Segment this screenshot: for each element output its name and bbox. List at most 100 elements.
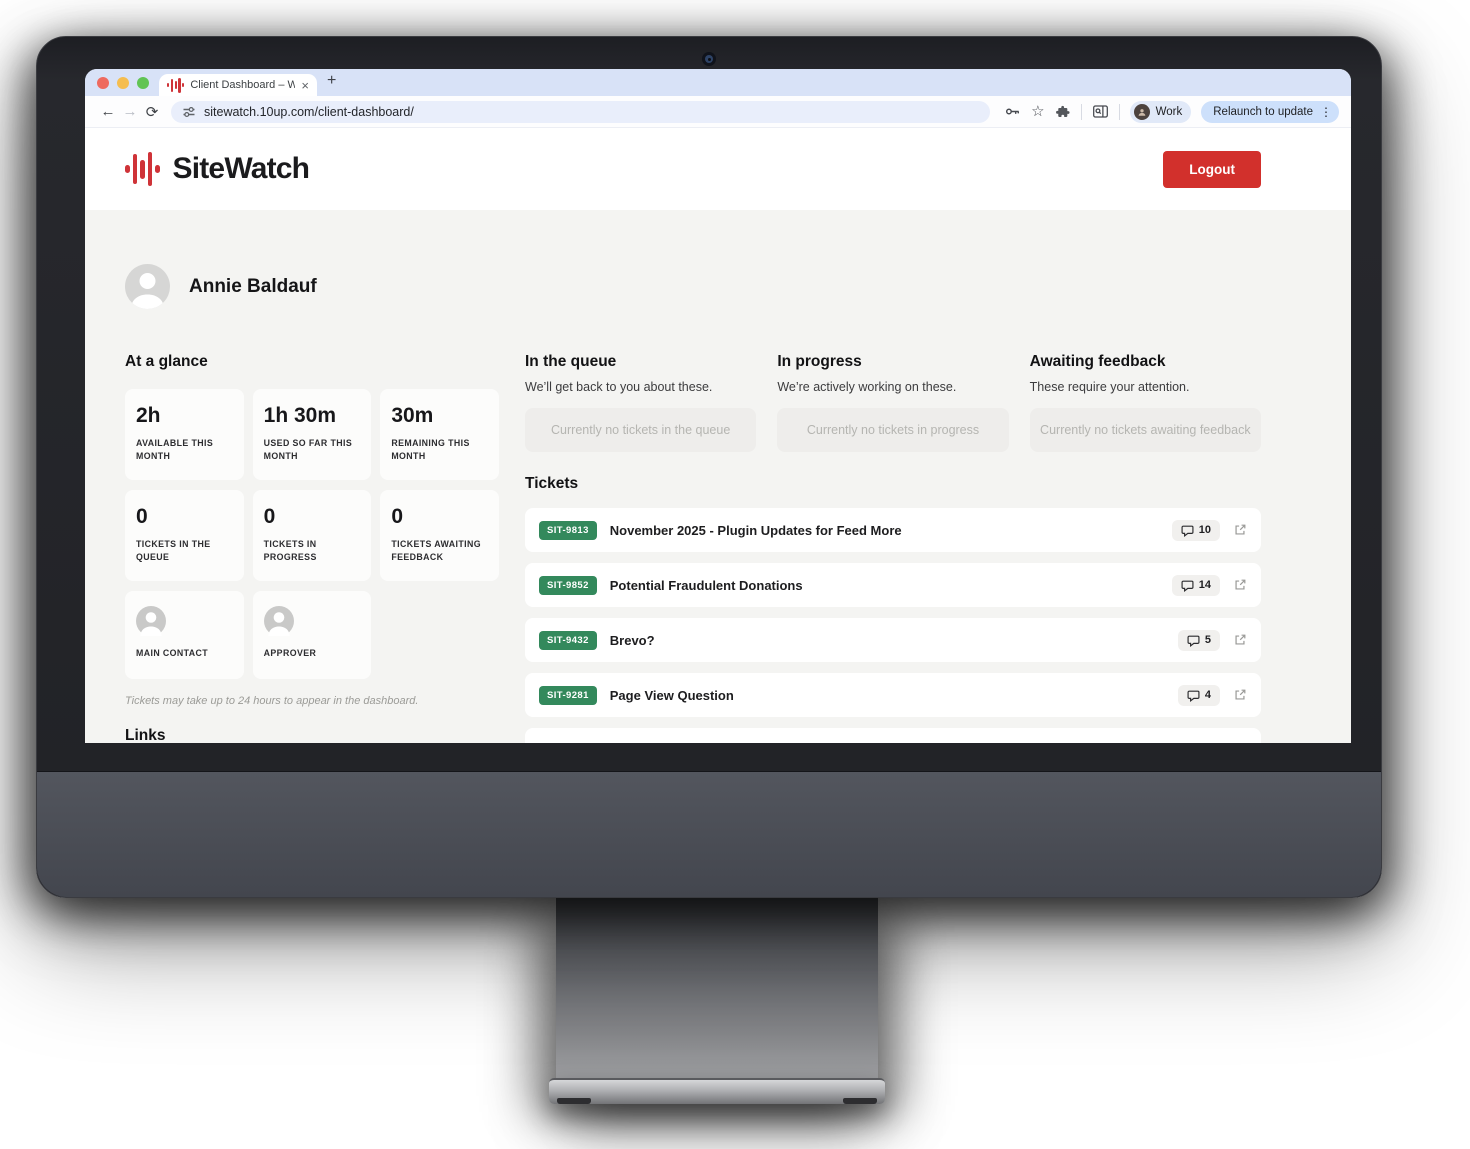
- extensions-puzzle-icon[interactable]: [1055, 104, 1071, 120]
- back-icon[interactable]: ←: [100, 103, 116, 120]
- new-tab-button[interactable]: +: [327, 72, 337, 89]
- brand-name: SiteWatch: [172, 152, 311, 185]
- logout-button[interactable]: Logout: [1163, 150, 1261, 188]
- stat-card: 30m REMAINING THIS MONTH: [380, 389, 499, 480]
- relaunch-label: Relaunch to update: [1213, 105, 1313, 118]
- main-contact-card: MAIN CONTACT: [125, 591, 244, 679]
- queue-column-awaiting-feedback: Awaiting feedback These require your att…: [1029, 353, 1261, 452]
- bookmark-star-icon[interactable]: ☆: [1031, 103, 1045, 120]
- browser-profile-button[interactable]: Work: [1129, 100, 1192, 123]
- zoom-window-button[interactable]: [137, 77, 149, 89]
- stat-value: 1h 30m: [263, 404, 337, 427]
- ticket-title: November 2025 - Plugin Updates for Feed …: [609, 522, 902, 538]
- comment-count-pill[interactable]: 14: [1171, 574, 1220, 596]
- queue-subtitle: These require your attention.: [1029, 380, 1190, 394]
- page-viewport: SiteWatch Logout Annie Baldauf At a glan…: [85, 128, 1351, 743]
- ticket-id-badge: SIT-9281: [539, 685, 597, 705]
- comment-count-pill[interactable]: 10: [1171, 519, 1220, 541]
- address-bar[interactable]: sitewatch.10up.com/client-dashboard/: [171, 100, 991, 123]
- queue-column-in-the-queue: In the queue We’ll get back to you about…: [525, 353, 757, 452]
- queue-title: In progress: [777, 353, 862, 370]
- stat-value: 0: [391, 505, 404, 528]
- comment-bubble-icon: [1181, 525, 1194, 537]
- queue-title: In the queue: [525, 353, 617, 370]
- external-link-icon[interactable]: [1233, 688, 1247, 702]
- stat-card: 0 TICKETS IN THE QUEUE: [125, 490, 244, 581]
- ticket-id-badge: SIT-9432: [539, 630, 597, 650]
- queue-empty-state: Currently no tickets in progress: [777, 408, 1009, 452]
- external-link-icon[interactable]: [1233, 523, 1247, 537]
- comment-count-pill[interactable]: 4: [1177, 684, 1220, 706]
- ticket-row[interactable]: SIT-9432 Brevo? 5: [525, 618, 1261, 662]
- stat-label: TICKETS AWAITING FEEDBACK: [391, 539, 481, 563]
- stat-value: 0: [136, 505, 148, 528]
- person-avatar: [136, 606, 166, 636]
- stat-grid: 2h AVAILABLE THIS MONTH 1h 30m USED SO F…: [125, 389, 499, 679]
- sitewatch-logo-icon: [125, 151, 160, 187]
- person-avatar: [263, 606, 294, 636]
- stat-label: TICKETS IN THE QUEUE: [136, 539, 211, 563]
- comment-count: 10: [1198, 524, 1211, 536]
- browser-toolbar: ← → ⟳ sitewatch.10up.com/client-dashboar…: [85, 96, 1351, 128]
- stat-value: 2h: [136, 404, 161, 427]
- monitor-chin: [37, 771, 1381, 897]
- stat-card: 2h AVAILABLE THIS MONTH: [125, 389, 244, 480]
- url-text: sitewatch.10up.com/client-dashboard/: [204, 104, 414, 119]
- links-title: Links: [125, 727, 166, 743]
- monitor-stand-neck: [556, 890, 878, 1086]
- divider: [1080, 103, 1082, 120]
- ticket-row[interactable]: SIT-9281 Page View Question 4: [525, 673, 1261, 717]
- queue-empty-state: Currently no tickets in the queue: [525, 408, 757, 452]
- toolbar-right-cluster: ☆: [1004, 100, 1339, 123]
- site-header: SiteWatch Logout: [85, 128, 1351, 210]
- ticket-id-badge: SIT-9813: [539, 520, 597, 540]
- stat-card: 1h 30m USED SO FAR THIS MONTH: [252, 389, 372, 480]
- external-link-icon[interactable]: [1233, 633, 1247, 647]
- camera-icon: [702, 52, 716, 66]
- side-panel-search-icon[interactable]: [1092, 103, 1109, 120]
- relaunch-to-update-button[interactable]: Relaunch to update ⋮: [1201, 100, 1339, 123]
- ticket-title: Brevo?: [609, 632, 655, 648]
- stat-label: REMAINING THIS MONTH: [391, 438, 470, 462]
- comment-bubble-icon: [1181, 580, 1194, 592]
- at-a-glance-title: At a glance: [125, 353, 208, 370]
- tickets-area: In the queue We’ll get back to you about…: [525, 353, 1261, 743]
- queue-empty-state: Currently no tickets awaiting feedback: [1029, 408, 1261, 452]
- stat-label: TICKETS IN PROGRESS: [263, 539, 317, 563]
- stat-card: 0 TICKETS IN PROGRESS: [252, 490, 372, 581]
- forward-icon[interactable]: →: [122, 103, 138, 120]
- external-link-icon[interactable]: [1233, 578, 1247, 592]
- person-role-label: APPROVER: [263, 648, 317, 658]
- comment-count: 5: [1204, 634, 1211, 646]
- ticket-row[interactable]: SIT-9813 November 2025 - Plugin Updates …: [525, 508, 1261, 552]
- password-key-icon[interactable]: [1004, 103, 1021, 120]
- comment-count: 14: [1198, 579, 1211, 591]
- dashboard-body: Annie Baldauf At a glance 2h AVAILABLE T…: [85, 210, 1351, 743]
- tab-strip: Client Dashboard – WordPres × +: [85, 69, 1351, 96]
- browser-tab[interactable]: Client Dashboard – WordPres ×: [159, 74, 317, 96]
- more-menu-icon[interactable]: ⋮: [1320, 104, 1332, 119]
- tab-close-icon[interactable]: ×: [301, 77, 309, 93]
- site-settings-icon[interactable]: [182, 105, 196, 119]
- ticket-title: Page View Question: [609, 687, 734, 703]
- stand-foot: [557, 1098, 591, 1104]
- reload-icon[interactable]: ⟳: [145, 103, 159, 121]
- sitewatch-brand: SiteWatch: [125, 151, 311, 187]
- close-window-button[interactable]: [97, 77, 109, 89]
- user-name: Annie Baldauf: [189, 275, 317, 297]
- minimize-window-button[interactable]: [117, 77, 129, 89]
- monitor-stand-base: [549, 1078, 885, 1104]
- divider: [1118, 103, 1120, 120]
- browser-window: Client Dashboard – WordPres × + ← → ⟳: [85, 69, 1351, 743]
- ticket-row[interactable]: SIT-9852 Potential Fraudulent Donations …: [525, 563, 1261, 607]
- comment-count-pill[interactable]: 5: [1177, 629, 1220, 651]
- queue-subtitle: We’re actively working on these.: [777, 380, 957, 394]
- tab-title: Client Dashboard – WordPres: [190, 79, 296, 91]
- queue-subtitle: We’ll get back to you about these.: [525, 380, 713, 394]
- comment-bubble-icon: [1187, 690, 1200, 702]
- tickets-delay-note: Tickets may take up to 24 hours to appea…: [125, 695, 419, 707]
- ticket-title: Potential Fraudulent Donations: [609, 577, 803, 593]
- person-role-label: MAIN CONTACT: [136, 648, 209, 658]
- ticket-row-partial[interactable]: [525, 728, 1261, 743]
- at-a-glance-section: At a glance 2h AVAILABLE THIS MONTH 1h 3…: [125, 353, 499, 743]
